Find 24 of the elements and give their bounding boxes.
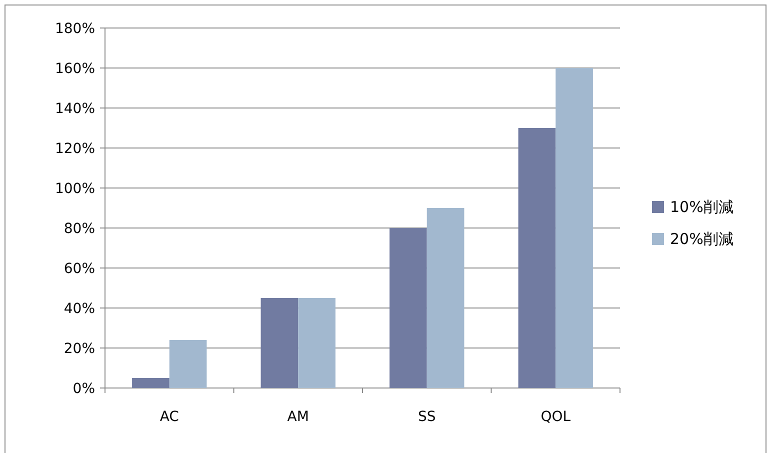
bar xyxy=(556,68,593,388)
legend-label: 10%削減 xyxy=(670,198,734,216)
legend-label: 20%削減 xyxy=(670,230,734,248)
y-tick-label: 0% xyxy=(72,381,95,397)
bar xyxy=(426,208,464,388)
bar xyxy=(132,378,170,388)
y-tick-label: 180% xyxy=(54,21,95,37)
y-tick-label: 120% xyxy=(54,141,95,157)
x-tick-label: QOL xyxy=(540,409,571,425)
bar xyxy=(169,340,207,388)
y-tick-label: 140% xyxy=(54,101,95,117)
y-tick-label: 80% xyxy=(64,221,95,237)
y-tick-label: 160% xyxy=(54,61,95,77)
x-tick-label: AM xyxy=(287,409,309,425)
bar xyxy=(518,128,556,388)
bar xyxy=(390,228,427,388)
y-tick-label: 40% xyxy=(64,301,95,317)
x-tick-label: SS xyxy=(418,409,436,425)
y-tick-label: 20% xyxy=(64,341,95,357)
y-tick-label: 60% xyxy=(64,261,95,277)
y-tick-label: 100% xyxy=(54,181,95,197)
bar xyxy=(298,298,336,388)
x-tick-label: AC xyxy=(160,409,180,425)
bar xyxy=(260,298,298,388)
